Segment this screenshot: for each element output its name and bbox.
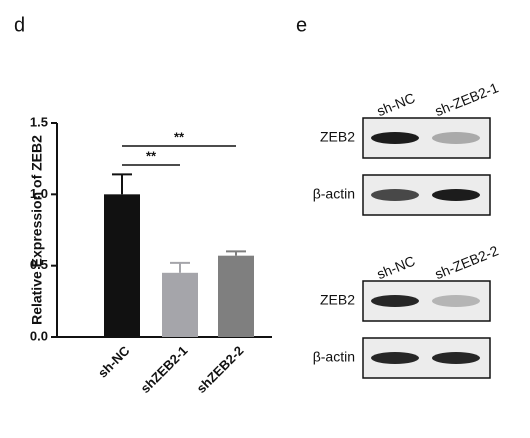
bar: [104, 194, 140, 337]
lane-label: sh-ZEB2-1: [433, 79, 501, 119]
significance-label: **: [174, 129, 185, 144]
band: [371, 295, 419, 307]
lane-label: sh-NC: [375, 90, 418, 120]
y-tick-label: 1.5: [30, 114, 48, 129]
bar: [162, 272, 198, 337]
significance-label: **: [146, 148, 157, 163]
lane-label: sh-NC: [375, 253, 418, 283]
row-label: ZEB2: [320, 129, 355, 145]
y-axis-label: Relative Expression of ZEB2: [29, 135, 45, 325]
bar: [218, 255, 254, 337]
band: [371, 352, 419, 364]
band: [371, 132, 419, 144]
x-tick-label: shZEB2-2: [194, 343, 247, 396]
y-tick-label: 1.0: [30, 186, 48, 201]
row-label: β-actin: [313, 186, 355, 202]
row-label: β-actin: [313, 349, 355, 365]
band: [432, 295, 480, 307]
band: [432, 189, 480, 201]
y-tick-label: 0.5: [30, 257, 48, 272]
lane-label: sh-ZEB2-2: [433, 242, 501, 282]
band: [432, 352, 480, 364]
y-tick-label: 0.0: [30, 328, 48, 343]
band: [432, 132, 480, 144]
x-tick-label: shZEB2-1: [138, 343, 191, 396]
x-tick-label: sh-NC: [95, 343, 133, 381]
panel-label: e: [296, 14, 307, 36]
panel-label: d: [14, 14, 25, 36]
row-label: ZEB2: [320, 292, 355, 308]
band: [371, 189, 419, 201]
